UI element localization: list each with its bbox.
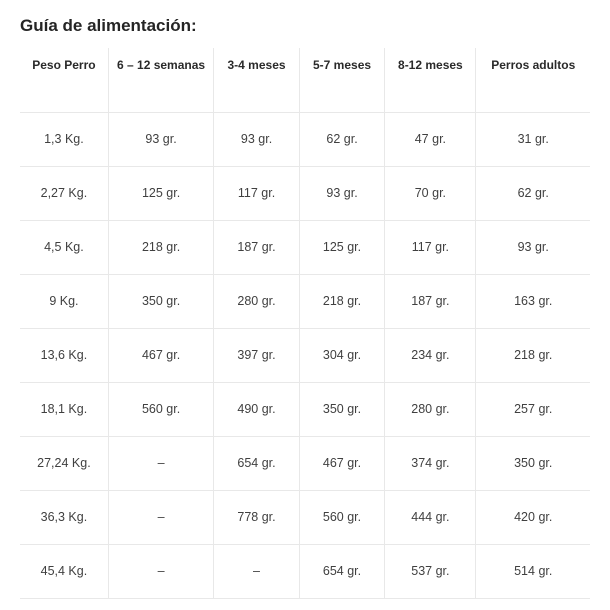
table-cell: 304 gr.: [299, 328, 385, 382]
table-cell: 350 gr.: [299, 382, 385, 436]
col-header: 5-7 meses: [299, 48, 385, 112]
table-row: 18,1 Kg.560 gr.490 gr.350 gr.280 gr.257 …: [20, 382, 590, 436]
table-cell: 350 gr.: [476, 436, 590, 490]
table-cell: 125 gr.: [299, 220, 385, 274]
col-header: Perros adultos: [476, 48, 590, 112]
table-cell: 187 gr.: [385, 274, 476, 328]
table-cell: 125 gr.: [108, 166, 213, 220]
table-cell: 234 gr.: [385, 328, 476, 382]
table-cell: 31 gr.: [476, 112, 590, 166]
col-header: 6 – 12 semanas: [108, 48, 213, 112]
table-cell: 218 gr.: [299, 274, 385, 328]
table-cell: 27,24 Kg.: [20, 436, 108, 490]
table-cell: 654 gr.: [214, 436, 300, 490]
table-cell: 280 gr.: [385, 382, 476, 436]
table-cell: 537 gr.: [385, 544, 476, 598]
table-cell: 18,1 Kg.: [20, 382, 108, 436]
table-cell: 4,5 Kg.: [20, 220, 108, 274]
table-cell: 444 gr.: [385, 490, 476, 544]
table-cell: 374 gr.: [385, 436, 476, 490]
col-header: 8-12 meses: [385, 48, 476, 112]
table-row: 4,5 Kg.218 gr.187 gr.125 gr.117 gr.93 gr…: [20, 220, 590, 274]
table-cell: 117 gr.: [385, 220, 476, 274]
table-cell: 117 gr.: [214, 166, 300, 220]
table-cell: 560 gr.: [108, 382, 213, 436]
table-cell: 280 gr.: [214, 274, 300, 328]
table-cell: 420 gr.: [476, 490, 590, 544]
table-row: 2,27 Kg.125 gr.117 gr.93 gr.70 gr.62 gr.: [20, 166, 590, 220]
table-cell: –: [214, 544, 300, 598]
page-title: Guía de alimentación:: [20, 16, 590, 36]
table-cell: 47 gr.: [385, 112, 476, 166]
table-row: 45,4 Kg.––654 gr.537 gr.514 gr.: [20, 544, 590, 598]
table-cell: 218 gr.: [108, 220, 213, 274]
table-cell: –: [108, 490, 213, 544]
col-header: 3-4 meses: [214, 48, 300, 112]
table-cell: 778 gr.: [214, 490, 300, 544]
table-row: 27,24 Kg.–654 gr.467 gr.374 gr.350 gr.: [20, 436, 590, 490]
table-cell: 514 gr.: [476, 544, 590, 598]
table-cell: 187 gr.: [214, 220, 300, 274]
table-row: 13,6 Kg.467 gr.397 gr.304 gr.234 gr.218 …: [20, 328, 590, 382]
table-cell: 1,3 Kg.: [20, 112, 108, 166]
table-cell: 36,3 Kg.: [20, 490, 108, 544]
table-cell: 560 gr.: [299, 490, 385, 544]
table-cell: 257 gr.: [476, 382, 590, 436]
table-cell: 62 gr.: [299, 112, 385, 166]
table-cell: 93 gr.: [476, 220, 590, 274]
table-cell: 163 gr.: [476, 274, 590, 328]
col-header: Peso Perro: [20, 48, 108, 112]
table-cell: 93 gr.: [214, 112, 300, 166]
table-cell: 467 gr.: [299, 436, 385, 490]
table-cell: –: [108, 544, 213, 598]
table-cell: 490 gr.: [214, 382, 300, 436]
table-cell: 70 gr.: [385, 166, 476, 220]
table-cell: 218 gr.: [476, 328, 590, 382]
table-cell: 467 gr.: [108, 328, 213, 382]
table-cell: 45,4 Kg.: [20, 544, 108, 598]
table-header-row: Peso Perro 6 – 12 semanas 3-4 meses 5-7 …: [20, 48, 590, 112]
table-row: 1,3 Kg.93 gr.93 gr.62 gr.47 gr.31 gr.: [20, 112, 590, 166]
table-cell: 9 Kg.: [20, 274, 108, 328]
feeding-guide-table: Peso Perro 6 – 12 semanas 3-4 meses 5-7 …: [20, 48, 590, 599]
table-cell: 397 gr.: [214, 328, 300, 382]
table-row: 36,3 Kg.–778 gr.560 gr.444 gr.420 gr.: [20, 490, 590, 544]
table-row: 9 Kg.350 gr.280 gr.218 gr.187 gr.163 gr.: [20, 274, 590, 328]
table-cell: 350 gr.: [108, 274, 213, 328]
table-cell: 93 gr.: [108, 112, 213, 166]
table-cell: 2,27 Kg.: [20, 166, 108, 220]
table-cell: –: [108, 436, 213, 490]
table-cell: 654 gr.: [299, 544, 385, 598]
table-cell: 62 gr.: [476, 166, 590, 220]
table-cell: 13,6 Kg.: [20, 328, 108, 382]
table-cell: 93 gr.: [299, 166, 385, 220]
